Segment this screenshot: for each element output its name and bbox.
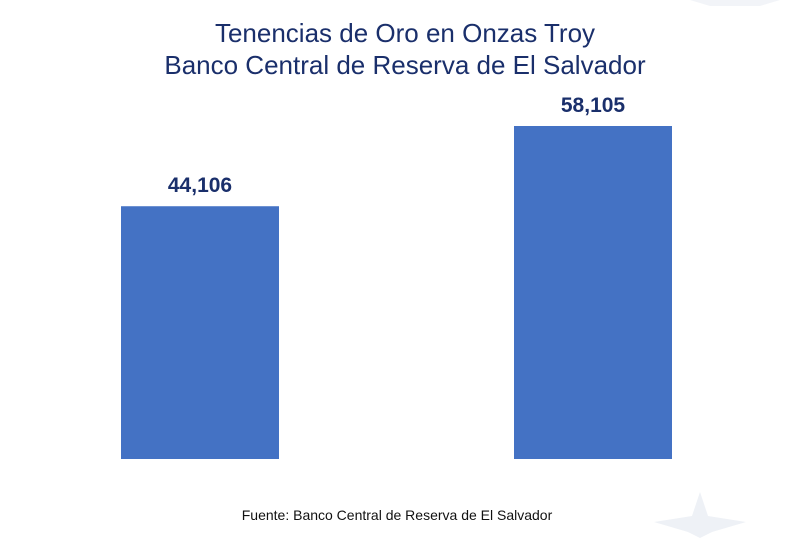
chart-title-line-1: Tenencias de Oro en Onzas Troy: [214, 18, 596, 48]
decorative-star-top-icon: [690, 0, 780, 6]
chart-source-note: Fuente: Banco Central de Reserva de El S…: [241, 507, 553, 523]
bar-2: [514, 126, 672, 459]
chart-title-line-2: Banco Central de Reserva de El Salvador: [164, 50, 646, 80]
bar-value-label-2: 58,105: [561, 94, 626, 117]
bar-1: [121, 206, 279, 459]
bar-value-label-1: 44,106: [168, 174, 232, 197]
decorative-star-icon: [654, 492, 746, 538]
